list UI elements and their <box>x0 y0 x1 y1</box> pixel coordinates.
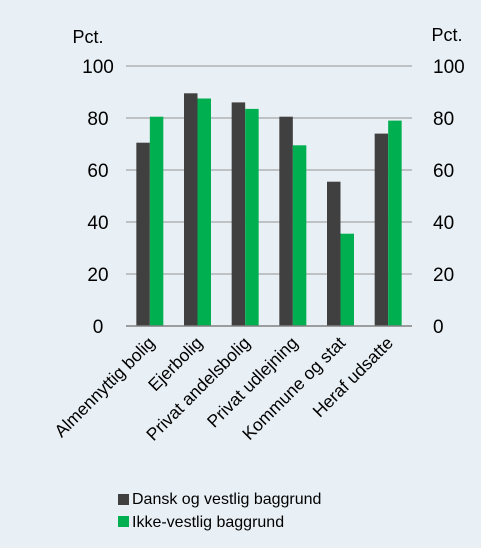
right-tick-label: 20 <box>433 265 454 286</box>
right-tick-label: 100 <box>433 57 465 78</box>
left-tick-label: 80 <box>87 109 108 130</box>
bar-series-1 <box>231 102 246 327</box>
legend-label-series-1: Dansk og vestlig baggrund <box>132 491 321 508</box>
bar-series-2 <box>197 98 211 326</box>
left-tick-label: 0 <box>93 317 104 338</box>
bar-series-2 <box>245 108 259 327</box>
left-axis-unit-label: Pct. <box>72 27 103 47</box>
bar-series-1 <box>374 133 389 326</box>
legend: Dansk og vestlig baggrund Ikke-vestlig b… <box>118 491 321 531</box>
bar-series-2 <box>149 116 164 326</box>
right-tick-label: 80 <box>433 109 454 130</box>
legend-swatch-series-1 <box>118 494 129 505</box>
bar-series-1 <box>327 181 341 326</box>
right-tick-label: 40 <box>433 213 454 234</box>
gridlines <box>126 65 412 275</box>
legend-swatch-series-2 <box>118 516 129 527</box>
right-tick-label: 0 <box>433 317 444 338</box>
bar-series-2 <box>340 233 354 326</box>
left-tick-label: 60 <box>87 161 108 182</box>
left-tick-label: 40 <box>87 213 108 234</box>
bars <box>136 93 402 327</box>
bar-series-1 <box>279 116 293 326</box>
left-tick-label: 20 <box>87 265 108 286</box>
bar-series-1 <box>136 142 150 326</box>
legend-label-series-2: Ikke-vestlig baggrund <box>132 514 284 531</box>
category-label: Almennyttig bolig <box>50 333 158 441</box>
bar-series-1 <box>184 93 198 326</box>
left-tick-label: 100 <box>82 57 114 78</box>
bar-series-2 <box>292 145 307 326</box>
right-tick-label: 60 <box>433 161 454 182</box>
right-axis-unit-label: Pct. <box>431 25 462 45</box>
bar-series-2 <box>388 120 402 326</box>
